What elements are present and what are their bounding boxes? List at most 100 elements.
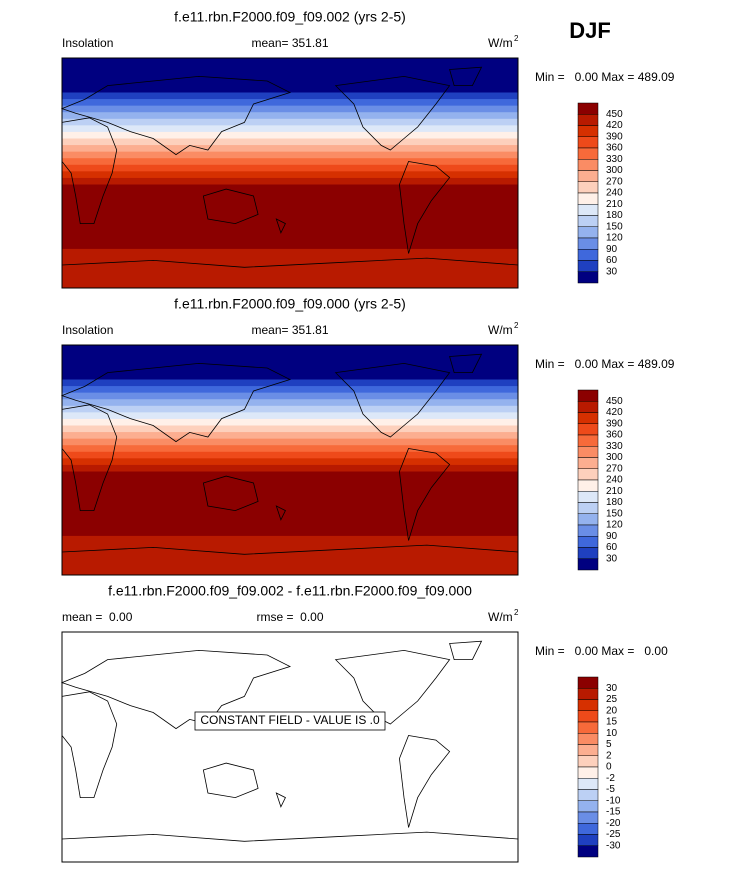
contour-band <box>62 386 518 394</box>
contour-band <box>62 451 518 459</box>
colorbar-label: 300 <box>606 165 623 176</box>
panel: f.e11.rbn.F2000.f09_f09.002 - f.e11.rbn.… <box>60 583 668 863</box>
season-label: DJF <box>569 18 611 43</box>
colorbar-box <box>577 547 599 559</box>
coastline <box>449 66 483 86</box>
colorbar-label: 30 <box>606 553 618 564</box>
colorbar-label: 2 <box>606 750 612 761</box>
colorbar-label: 420 <box>606 407 623 418</box>
colorbar-box <box>577 401 599 413</box>
colorbar-box <box>577 513 599 526</box>
coastline <box>61 257 519 268</box>
colorbar-label: 390 <box>606 418 623 429</box>
contour-band <box>62 464 518 472</box>
contour-band <box>62 471 518 537</box>
colorbar-label: 60 <box>606 255 618 266</box>
colorbar-label: 150 <box>606 221 623 232</box>
colorbar-label: 30 <box>606 683 618 694</box>
contour-band <box>62 432 518 440</box>
colorbar-box <box>577 204 599 216</box>
contour-band <box>62 112 518 120</box>
contour-band <box>62 99 518 107</box>
colorbar-box <box>577 389 599 402</box>
colorbar-label: -20 <box>606 818 621 829</box>
colorbar-box <box>577 536 599 548</box>
colorbar-box <box>577 271 599 284</box>
range-label: Min = 0.00 Max = 0.00 <box>535 644 668 658</box>
colorbar-box <box>577 125 599 137</box>
coastline <box>275 505 286 521</box>
units: W/m <box>488 36 513 50</box>
colorbar-box <box>577 226 599 239</box>
coastline <box>60 649 292 730</box>
colorbar-box <box>577 468 599 481</box>
units-exponent: 2 <box>514 34 519 43</box>
panel: f.e11.rbn.F2000.f09_f09.000 (yrs 2-5) Ins… <box>60 296 675 576</box>
contour-band <box>62 418 518 426</box>
colorbar-box <box>577 800 599 813</box>
colorbar-box <box>577 845 599 858</box>
colorbar-box <box>577 215 599 227</box>
contour-band <box>62 458 518 466</box>
colorbar-label: 120 <box>606 520 623 531</box>
colorbar-label: 240 <box>606 475 623 486</box>
colorbar-box <box>577 423 599 436</box>
colorbar-box <box>577 834 599 846</box>
coastline <box>399 161 451 254</box>
colorbar-box <box>577 434 599 447</box>
colorbar-label: 270 <box>606 176 623 187</box>
contour-band <box>62 125 518 133</box>
colorbar-label: 330 <box>606 441 623 452</box>
coastline <box>61 117 118 225</box>
range-label: Min = 0.00 Max = 489.09 <box>535 70 675 84</box>
contour-band <box>62 177 518 185</box>
colorbar-label: -5 <box>606 784 615 795</box>
range-label: Min = 0.00 Max = 489.09 <box>535 357 675 371</box>
colorbar-box <box>577 237 599 250</box>
colorbar-box <box>577 744 599 756</box>
colorbar-label: 15 <box>606 717 618 728</box>
coastline <box>61 831 519 842</box>
colorbar-box <box>577 114 599 126</box>
colorbar-label: 90 <box>606 531 618 542</box>
panel-title: f.e11.rbn.F2000.f09_f09.000 (yrs 2-5) <box>174 296 406 312</box>
colorbar-label: 210 <box>606 486 623 497</box>
units: W/m <box>488 323 513 337</box>
left-label: mean = 0.00 <box>62 610 133 624</box>
colorbar-label: 270 <box>606 463 623 474</box>
contour-band <box>62 58 518 93</box>
colorbar-box <box>577 136 599 149</box>
colorbar-box <box>577 524 599 537</box>
coastline <box>202 475 259 512</box>
coastline <box>60 362 292 443</box>
contour-band <box>62 345 518 380</box>
colorbar-box <box>577 811 599 824</box>
annotation: CONSTANT FIELD - VALUE IS .0 <box>200 713 380 727</box>
contour-band <box>62 184 518 250</box>
colorbar-label: -30 <box>606 840 621 851</box>
colorbar-box <box>577 192 599 205</box>
colorbar-label: 30 <box>606 266 618 277</box>
colorbar-label: -25 <box>606 829 621 840</box>
contour-band <box>62 405 518 413</box>
colorbar-box <box>577 699 599 711</box>
coastline <box>334 362 451 438</box>
colorbar-label: 20 <box>606 705 618 716</box>
colorbar-box <box>577 457 599 469</box>
colorbar-label: -15 <box>606 807 621 818</box>
contour-band <box>62 118 518 126</box>
colorbar-box <box>577 479 599 492</box>
coastline <box>61 404 118 512</box>
coastline <box>202 188 259 225</box>
colorbar-box <box>577 721 599 734</box>
colorbar-box <box>577 688 599 700</box>
colorbar-label: 180 <box>606 210 623 221</box>
map-frame <box>61 631 519 863</box>
colorbar-label: 120 <box>606 233 623 244</box>
center-label: mean= 351.81 <box>251 36 328 50</box>
colorbar-box <box>577 558 599 571</box>
contour-band <box>62 151 518 159</box>
units-exponent: 2 <box>514 321 519 330</box>
panel: f.e11.rbn.F2000.f09_f09.002 (yrs 2-5) Ins… <box>60 9 675 289</box>
map-frame <box>61 344 519 576</box>
